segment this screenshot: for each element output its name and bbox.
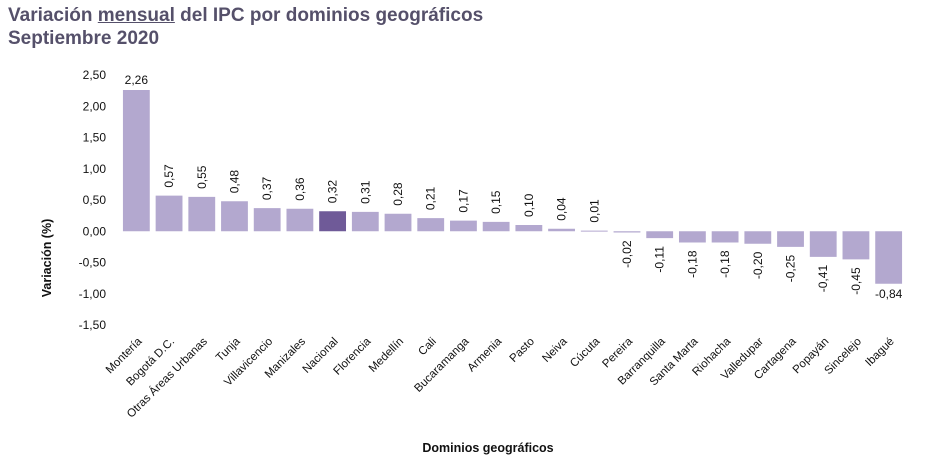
title-line-2: Septiembre 2020 [8,28,160,49]
category-label: Armenia [465,335,504,374]
data-label: 0,57 [162,164,176,188]
bar [253,208,281,232]
data-label: -0,11 [653,246,667,273]
data-label: -0,20 [751,251,765,279]
y-tick-label: -0,50 [79,256,107,270]
bar [188,196,216,232]
data-label: 0,32 [326,180,340,204]
bar [711,231,739,243]
bar [548,228,575,232]
data-label: 0,17 [456,189,470,213]
bar [286,208,314,232]
bar [417,218,445,232]
bar [482,221,510,232]
data-label: 0,28 [391,182,405,206]
x-axis-title: Dominios geográficos [422,441,553,455]
category-label: Ibagué [863,336,896,369]
data-label: 0,10 [522,193,536,217]
data-label: 0,01 [587,199,601,223]
bar [319,211,347,232]
title-pre: Variación [8,5,98,26]
y-axis-title: Variación (%) [40,219,54,298]
data-label: 0,31 [358,180,372,204]
category-label: Pasto [508,336,537,365]
y-tick-label: 1,00 [83,162,107,176]
data-label: 0,04 [555,197,569,221]
data-label: 0,36 [293,177,307,201]
bar [384,213,412,232]
data-label: -0,84 [875,287,903,301]
data-labels: 2,26 0,57 0,55 0,48 0,37 0,36 0,32 0,31 0,28 0,21… [125,73,903,301]
bar [450,220,477,232]
data-label: 0,55 [195,165,209,189]
category-label: Tunja [214,335,243,364]
data-label: -0,45 [849,267,863,295]
y-tick-label: -1,50 [79,318,107,332]
y-tick-label: 2,00 [83,99,107,113]
bar [842,231,870,260]
y-tick-label: 0,00 [83,224,107,238]
y-tick-label: 0,50 [83,193,107,207]
bars [122,90,903,284]
title-line-1: Variación mensual del IPC por dominios g… [8,4,483,27]
bar [744,231,772,244]
category-label: Medellín [367,336,406,375]
bar [515,225,543,232]
bar [580,230,608,232]
title-post: del IPC por dominios geográficos [174,5,484,26]
bar [646,231,674,239]
data-label: -0,25 [784,255,798,283]
category-label: Neiva [540,335,570,365]
y-tick-label: -1,00 [79,287,107,301]
data-label: 2,26 [125,73,149,87]
y-tick-label: 2,50 [83,68,107,82]
bar [122,90,150,232]
bar [678,231,706,243]
bar [351,211,379,232]
data-label: 0,21 [424,186,438,210]
y-axis: 2,50 2,00 1,50 1,00 0,50 0,00 -0,50 -1,00 -1,50 [79,68,107,332]
bar [777,231,804,247]
category-label: Cúcuta [568,335,603,370]
bar [809,231,837,257]
data-label: 0,37 [260,176,274,200]
bar [613,231,641,233]
data-label: -0,02 [620,240,634,268]
chart-title: Variación mensual del IPC por dominios g… [8,4,483,50]
bar [155,195,183,232]
bar [875,231,903,284]
data-label: -0,18 [685,250,699,278]
data-label: -0,18 [718,250,732,278]
title-underlined-word: mensual [97,5,175,26]
data-label: 0,48 [227,170,241,194]
data-label: -0,41 [816,265,830,293]
bar [221,201,248,232]
category-label: Cali [416,336,438,358]
y-tick-label: 1,50 [83,131,107,145]
data-label: 0,15 [489,190,503,214]
